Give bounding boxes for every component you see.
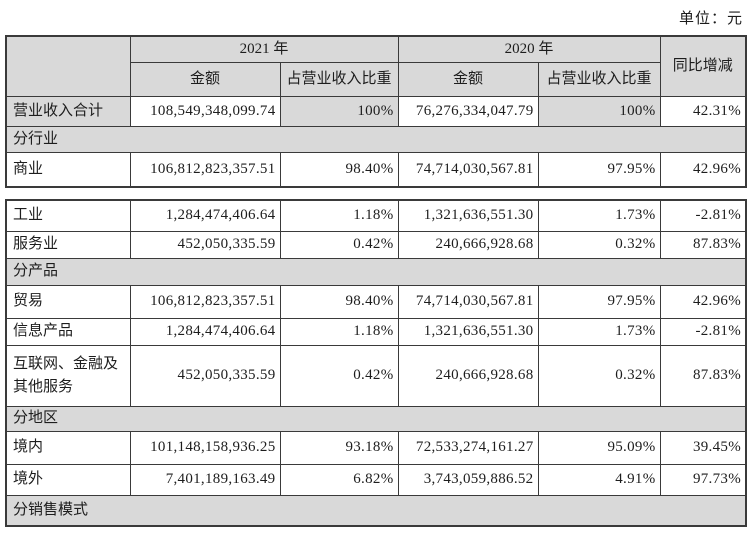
yoy-cell: 97.73% — [659, 464, 747, 496]
header-amount-2021: 金额 — [129, 62, 281, 97]
amount-2020-cell: 3,743,059,886.52 — [397, 464, 539, 496]
row-label: 服务业 — [5, 231, 131, 259]
revenue-table: 2021 年 2020 年 同比增减 金额 占营业收入比重 金额 占营业收入比重… — [5, 35, 748, 527]
ratio-2021-cell: 98.40% — [279, 285, 399, 319]
yoy-cell: 42.31% — [659, 96, 747, 127]
ratio-2021-cell: 0.42% — [279, 345, 399, 407]
header-empty-cell — [5, 35, 131, 97]
amount-2020-cell: 240,666,928.68 — [397, 345, 539, 407]
ratio-2021-cell: 0.42% — [279, 231, 399, 259]
header-row-years: 2021 年 2020 年 同比增减 — [5, 35, 747, 97]
unit-label: 单位：元 — [678, 11, 743, 27]
amount-2020-cell: 74,714,030,567.81 — [397, 285, 539, 319]
section-row-by-sales-model: 分销售模式 — [5, 495, 747, 527]
amount-2021-cell: 1,284,474,406.64 — [129, 318, 281, 346]
ratio-2020-cell: 1.73% — [537, 318, 661, 346]
table-row-total-revenue: 营业收入合计 108,549,348,099.74 100% 76,276,33… — [5, 96, 747, 127]
amount-2021-cell: 7,401,189,163.49 — [129, 464, 281, 496]
ratio-2020-cell: 100% — [537, 96, 661, 127]
section-row-by-industry: 分行业 — [5, 126, 747, 153]
amount-2020-cell: 1,321,636,551.30 — [397, 318, 539, 346]
table-row-trade: 贸易 106,812,823,357.51 98.40% 74,714,030,… — [5, 285, 747, 319]
revenue-table-top: 2021 年 2020 年 同比增减 金额 占营业收入比重 金额 占营业收入比重… — [5, 35, 748, 188]
ratio-2020-cell: 0.32% — [537, 231, 661, 259]
amount-2021-cell: 1,284,474,406.64 — [129, 199, 281, 232]
ratio-2020-cell: 97.95% — [537, 152, 661, 188]
ratio-2021-cell: 1.18% — [279, 318, 399, 346]
yoy-cell: -2.81% — [659, 318, 747, 346]
section-label: 分产品 — [5, 258, 747, 286]
amount-2020-cell: 72,533,274,161.27 — [397, 431, 539, 465]
yoy-cell: 87.83% — [659, 345, 747, 407]
ratio-2021-cell: 1.18% — [279, 199, 399, 232]
amount-2021-cell: 106,812,823,357.51 — [129, 152, 281, 188]
table-row-internet-finance-other: 互联网、金融及其他服务 452,050,335.59 0.42% 240,666… — [5, 345, 747, 407]
amount-2021-cell: 108,549,348,099.74 — [129, 96, 281, 127]
yoy-cell: 39.45% — [659, 431, 747, 465]
amount-2020-cell: 240,666,928.68 — [397, 231, 539, 259]
amount-2021-cell: 452,050,335.59 — [129, 345, 281, 407]
table-row-industrial: 工业 1,284,474,406.64 1.18% 1,321,636,551.… — [5, 199, 747, 232]
row-label: 商业 — [5, 152, 131, 188]
ratio-2020-cell: 0.32% — [537, 345, 661, 407]
yoy-cell: 42.96% — [659, 152, 747, 188]
header-ratio-2020: 占营业收入比重 — [537, 62, 661, 97]
header-yoy: 同比增减 — [659, 35, 747, 97]
row-label: 境外 — [5, 464, 131, 496]
ratio-2020-cell: 95.09% — [537, 431, 661, 465]
ratio-2021-cell: 6.82% — [279, 464, 399, 496]
table-row-services: 服务业 452,050,335.59 0.42% 240,666,928.68 … — [5, 231, 747, 259]
amount-2021-cell: 101,148,158,936.25 — [129, 431, 281, 465]
table-row-commerce: 商业 106,812,823,357.51 98.40% 74,714,030,… — [5, 152, 747, 188]
row-label: 营业收入合计 — [5, 96, 131, 127]
table-row-information-products: 信息产品 1,284,474,406.64 1.18% 1,321,636,55… — [5, 318, 747, 346]
ratio-2020-cell: 4.91% — [537, 464, 661, 496]
ratio-2021-cell: 98.40% — [279, 152, 399, 188]
table-row-domestic: 境内 101,148,158,936.25 93.18% 72,533,274,… — [5, 431, 747, 465]
yoy-cell: -2.81% — [659, 199, 747, 232]
section-label: 分销售模式 — [5, 495, 747, 527]
section-row-by-product: 分产品 — [5, 258, 747, 286]
amount-2020-cell: 76,276,334,047.79 — [397, 96, 539, 127]
section-label: 分地区 — [5, 406, 747, 432]
row-label: 信息产品 — [5, 318, 131, 346]
table-row-overseas: 境外 7,401,189,163.49 6.82% 3,743,059,886.… — [5, 464, 747, 496]
section-row-by-region: 分地区 — [5, 406, 747, 432]
amount-2021-cell: 106,812,823,357.51 — [129, 285, 281, 319]
row-label: 境内 — [5, 431, 131, 465]
amount-2021-cell: 452,050,335.59 — [129, 231, 281, 259]
amount-2020-cell: 1,321,636,551.30 — [397, 199, 539, 232]
ratio-2021-cell: 93.18% — [279, 431, 399, 465]
row-label: 工业 — [5, 199, 131, 232]
header-amount-2020: 金额 — [397, 62, 539, 97]
row-label: 贸易 — [5, 285, 131, 319]
row-label: 互联网、金融及其他服务 — [5, 345, 131, 407]
ratio-2021-cell: 100% — [279, 96, 399, 127]
header-year-2020: 2020 年 — [397, 35, 661, 63]
page-break-gap — [5, 188, 745, 199]
revenue-table-bottom: 工业 1,284,474,406.64 1.18% 1,321,636,551.… — [5, 199, 747, 527]
ratio-2020-cell: 97.95% — [537, 285, 661, 319]
header-year-2021: 2021 年 — [129, 35, 399, 63]
header-row-subcolumns: 金额 占营业收入比重 金额 占营业收入比重 — [6, 62, 746, 97]
ratio-2020-cell: 1.73% — [537, 199, 661, 232]
section-label: 分行业 — [5, 126, 747, 153]
header-ratio-2021: 占营业收入比重 — [279, 62, 399, 97]
yoy-cell: 87.83% — [659, 231, 747, 259]
amount-2020-cell: 74,714,030,567.81 — [397, 152, 539, 188]
yoy-cell: 42.96% — [659, 285, 747, 319]
